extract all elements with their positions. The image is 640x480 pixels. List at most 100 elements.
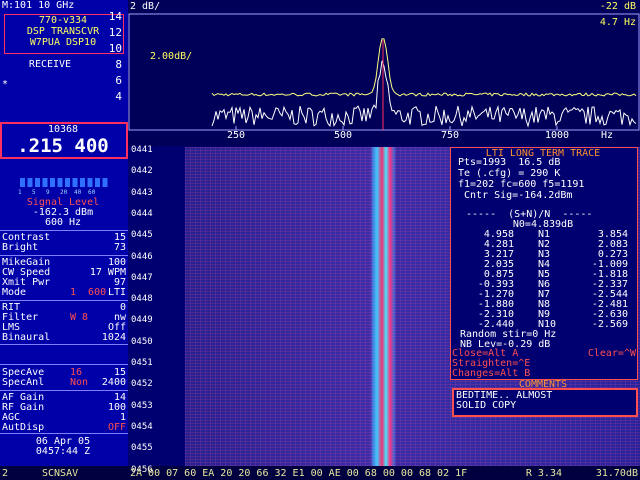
meter-segment <box>87 178 93 187</box>
setting-value: 15 <box>113 232 126 243</box>
time-label: 0453 <box>131 400 153 411</box>
lti-line: Pts=1993 16.5 dB <box>458 157 561 168</box>
row-right: -1.818 <box>591 269 628 280</box>
x-label: 1000 <box>544 130 570 141</box>
setting-value: 17 WPM <box>89 267 126 278</box>
date: 06 Apr 05 <box>35 436 91 447</box>
key-changes: Changes=Alt B <box>452 368 531 379</box>
memory-label: M:101 10 GHz <box>2 0 75 11</box>
row-right: -1.009 <box>591 259 628 270</box>
row-right: -2.337 <box>591 279 628 290</box>
id-box <box>4 14 124 54</box>
row-name: N10 <box>538 319 557 330</box>
time-label: 0447 <box>131 272 153 283</box>
setting-mid: Non <box>70 377 89 388</box>
meter-segment <box>27 178 33 187</box>
setting-value: 73 <box>113 242 126 253</box>
meter-segment <box>35 178 40 187</box>
row-right: -2.481 <box>591 299 628 310</box>
frequency-mhz: 10368 <box>47 124 79 135</box>
mode-status: RECEIVE <box>28 59 72 70</box>
x-label: 250 <box>226 130 246 141</box>
row-name: N5 <box>538 269 551 280</box>
setting-value: 0 <box>119 302 126 313</box>
lti-footer: NB Lev=-0.29 dB <box>460 339 551 350</box>
setting-value: 15 <box>113 367 126 378</box>
setting-label: RIT <box>2 302 21 313</box>
time-label: 0442 <box>131 166 153 177</box>
row-left: 4.281 <box>483 239 514 250</box>
lti-footer: Random stir=0 Hz <box>460 329 557 340</box>
y-label: 10 <box>108 42 122 55</box>
setting-label: Binaural <box>2 332 51 343</box>
separator <box>0 390 128 391</box>
meter-scale: 1 <box>18 189 22 196</box>
control-panel <box>0 0 128 466</box>
comments-box <box>452 388 638 417</box>
time-label: 0454 <box>131 421 153 432</box>
setting-label: Contrast <box>2 232 51 243</box>
setting-label: RF Gain <box>2 402 45 413</box>
setting-value: 1024 <box>101 332 126 343</box>
meter-scale: 9 <box>46 189 50 196</box>
status-bar <box>0 466 640 480</box>
resolution: 4.7 Hz <box>599 17 636 28</box>
separator <box>0 255 128 256</box>
y-label: 12 <box>108 26 122 39</box>
row-right: 2.083 <box>597 239 628 250</box>
meter-segment <box>72 178 78 187</box>
separator <box>0 433 128 434</box>
row-name: N2 <box>538 239 551 250</box>
setting-label: Filter <box>2 312 39 323</box>
setting-label: SpecAnl <box>2 377 45 388</box>
hex-dump: 2A 00 07 60 EA 20 20 66 32 E1 00 AE 00 6… <box>130 468 468 479</box>
setting-label: AF Gain <box>2 392 45 403</box>
setting-mid: 16 <box>70 367 83 378</box>
time-label: 0446 <box>131 251 153 262</box>
frequency-box <box>0 122 128 159</box>
meter-segment <box>65 178 70 187</box>
signal-offset: 600 Hz <box>44 217 82 228</box>
y-label: 6 <box>115 74 122 87</box>
id-line: W7PUA DSP10 <box>29 37 97 48</box>
y-label: 8 <box>115 58 122 71</box>
row-left: -2.440 <box>477 319 514 330</box>
row-right: -2.630 <box>591 309 628 320</box>
row-right: -2.569 <box>591 319 628 330</box>
setting-mid: W 8 <box>70 312 89 323</box>
time-label: 0444 <box>131 208 153 219</box>
marker: * <box>2 79 9 90</box>
row-name: N4 <box>538 259 551 270</box>
separator <box>0 300 128 301</box>
meter-segment <box>50 178 55 187</box>
row-name: N3 <box>538 249 551 260</box>
row-right: -2.544 <box>591 289 628 300</box>
row-name: N6 <box>538 279 551 290</box>
key-close: Close=Alt A <box>452 348 519 359</box>
separator <box>0 364 128 365</box>
setting-value: 100 <box>107 257 126 268</box>
setting-value: 2400 <box>101 377 126 388</box>
id-line: 770-v334 <box>38 15 88 26</box>
time-label: 0441 <box>131 145 153 155</box>
n0: N0=4.839dB <box>512 219 574 230</box>
ratio: R 3.34 <box>525 468 562 479</box>
setting-label: Bright <box>2 242 39 253</box>
lti-line: f1=202 fc=600 f5=1191 <box>458 179 585 190</box>
time-label: 0449 <box>131 315 153 326</box>
setting-label: MikeGain <box>2 257 51 268</box>
setting-value: 100 <box>107 402 126 413</box>
time-label: 0452 <box>131 379 153 390</box>
average-trace <box>211 38 637 97</box>
setting-label: SpecAve <box>2 367 45 378</box>
lti-panel <box>450 147 638 380</box>
meter-segment <box>57 178 63 187</box>
meter-segment <box>42 178 48 187</box>
inner-scale: 2.00dB/ <box>150 51 193 62</box>
snr: 31.70dB <box>595 468 638 479</box>
time-label: 0455 <box>131 443 153 454</box>
scale-label: 2 dB/ <box>130 1 161 12</box>
x-unit: Hz <box>600 130 614 141</box>
time-label: 0445 <box>131 230 153 241</box>
